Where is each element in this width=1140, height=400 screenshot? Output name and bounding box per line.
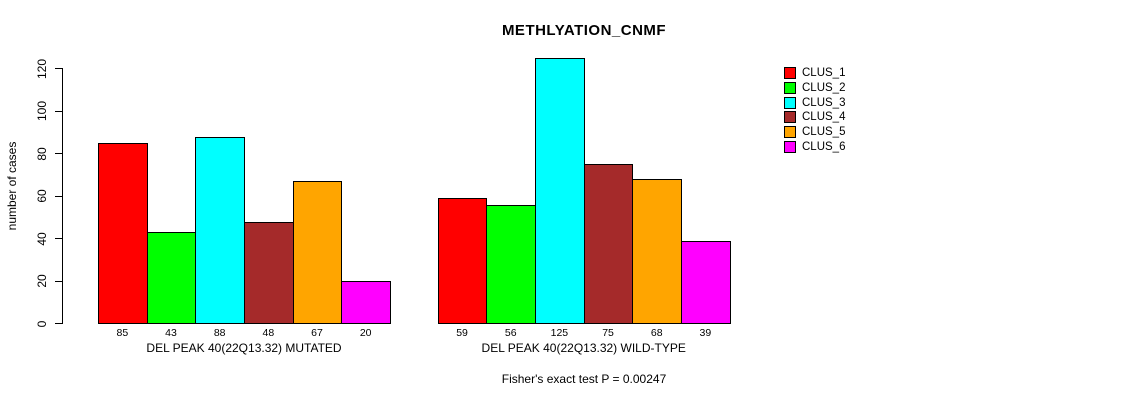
bar-clus_5 xyxy=(632,179,683,324)
y-tick-label: 120 xyxy=(35,58,49,79)
bar-value-label: 67 xyxy=(311,327,323,339)
group-label: DEL PEAK 40(22Q13.32) MUTATED xyxy=(146,341,342,355)
y-tick-label: 0 xyxy=(35,320,49,327)
y-tick xyxy=(55,195,62,197)
legend-label: CLUS_5 xyxy=(802,125,846,138)
bar-clus_3 xyxy=(195,136,245,324)
bar-value-label: 48 xyxy=(262,327,275,339)
y-tick-label: 80 xyxy=(35,146,49,161)
bar-clus_4 xyxy=(583,164,634,324)
legend-row: CLUS_1 xyxy=(784,66,845,81)
legend-row: CLUS_5 xyxy=(784,125,845,140)
legend-swatch xyxy=(784,140,796,153)
legend: CLUS_1 CLUS_2 CLUS_3 CLUS_4 CLUS_5 CLUS_6 xyxy=(784,66,845,154)
legend-label: CLUS_4 xyxy=(802,111,846,124)
bar-value-label: 75 xyxy=(602,327,614,339)
group-label: DEL PEAK 40(22Q13.32) WILD-TYPE xyxy=(481,341,686,355)
y-tick xyxy=(55,110,62,112)
legend-row: CLUS_4 xyxy=(784,110,845,125)
bar-value-label: 59 xyxy=(456,327,468,339)
legend-swatch xyxy=(784,111,796,124)
bar-clus_3 xyxy=(535,57,585,324)
legend-row: CLUS_2 xyxy=(784,81,845,96)
y-tick xyxy=(55,323,62,324)
legend-swatch xyxy=(784,67,796,80)
bar-clus_2 xyxy=(486,204,537,324)
fisher-test-note: Fisher's exact test P = 0.00247 xyxy=(501,372,667,386)
y-tick xyxy=(55,68,62,69)
bar-clus_2 xyxy=(146,232,197,324)
legend-swatch xyxy=(784,96,796,109)
y-axis-line xyxy=(62,68,63,324)
bar-value-label: 85 xyxy=(116,327,129,339)
bar-value-label: 125 xyxy=(550,327,569,339)
legend-label: CLUS_2 xyxy=(802,81,846,94)
legend-row: CLUS_3 xyxy=(784,95,845,110)
legend-label: CLUS_3 xyxy=(802,96,846,109)
bar-clus_6 xyxy=(681,240,731,324)
legend-swatch xyxy=(784,81,796,94)
y-tick-label: 100 xyxy=(35,100,49,122)
y-tick xyxy=(55,238,62,239)
y-tick-label: 40 xyxy=(35,231,49,246)
bar-value-label: 20 xyxy=(359,327,372,339)
bar-value-label: 39 xyxy=(699,327,712,339)
bar-value-label: 88 xyxy=(213,327,226,339)
bar-value-label: 56 xyxy=(504,327,517,339)
bar-clus_5 xyxy=(292,181,343,324)
y-tick-label: 20 xyxy=(35,274,49,288)
legend-row: CLUS_6 xyxy=(784,139,845,154)
legend-label: CLUS_6 xyxy=(802,140,846,153)
y-tick xyxy=(55,280,62,282)
bar-clus_1 xyxy=(98,142,148,324)
y-tick-label: 60 xyxy=(35,189,49,203)
bar-value-label: 43 xyxy=(165,327,177,339)
y-axis-title: number of cases xyxy=(5,141,19,231)
legend-swatch xyxy=(784,125,796,138)
bar-value-label: 68 xyxy=(650,327,663,339)
bar-clus_6 xyxy=(341,281,391,324)
chart-title: METHLYATION_CNMF xyxy=(501,22,667,39)
bar-clus_1 xyxy=(437,198,488,324)
bar-clus_4 xyxy=(244,221,294,324)
y-tick xyxy=(55,153,62,154)
legend-label: CLUS_1 xyxy=(802,67,846,80)
